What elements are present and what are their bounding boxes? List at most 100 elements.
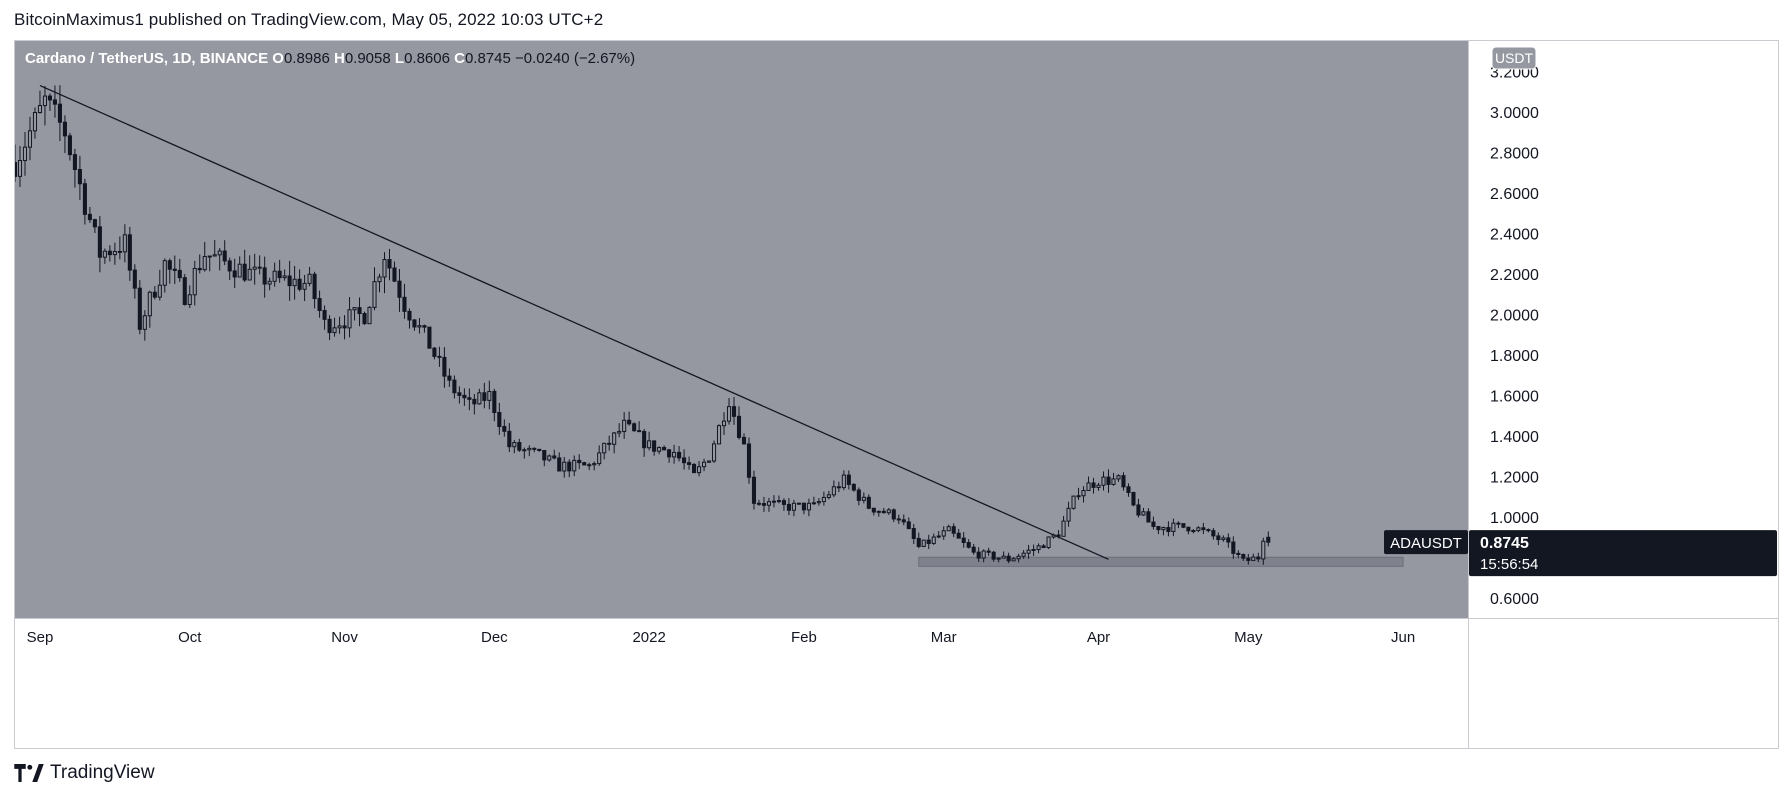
- candle[interactable]: [617, 423, 622, 438]
- candle[interactable]: [811, 496, 816, 505]
- candle[interactable]: [82, 178, 87, 225]
- candle[interactable]: [222, 240, 227, 266]
- candle[interactable]: [527, 445, 532, 457]
- candle[interactable]: [836, 481, 841, 493]
- candle[interactable]: [347, 297, 352, 338]
- candle[interactable]: [15, 144, 18, 183]
- candle[interactable]: [482, 382, 487, 409]
- candle[interactable]: [242, 249, 247, 283]
- candle[interactable]: [1116, 474, 1121, 482]
- candle[interactable]: [172, 255, 177, 285]
- candle[interactable]: [142, 310, 147, 341]
- candle[interactable]: [237, 256, 242, 278]
- candle[interactable]: [1126, 483, 1131, 497]
- candle[interactable]: [102, 248, 107, 264]
- candle[interactable]: [1246, 553, 1251, 565]
- candle[interactable]: [1111, 472, 1116, 486]
- candle[interactable]: [187, 285, 192, 309]
- candle[interactable]: [1236, 550, 1241, 559]
- candle[interactable]: [1081, 486, 1086, 503]
- candle[interactable]: [1016, 553, 1021, 563]
- candle[interactable]: [806, 498, 811, 517]
- candle[interactable]: [312, 271, 317, 309]
- candle[interactable]: [67, 132, 72, 161]
- candle[interactable]: [866, 494, 871, 510]
- candle[interactable]: [741, 433, 747, 445]
- candle[interactable]: [72, 148, 77, 188]
- candle[interactable]: [856, 487, 861, 506]
- candle[interactable]: [357, 297, 362, 327]
- candle[interactable]: [207, 255, 212, 272]
- candle[interactable]: [1141, 507, 1146, 516]
- candle[interactable]: [352, 307, 357, 321]
- candle[interactable]: [861, 492, 866, 504]
- candle[interactable]: [981, 549, 986, 563]
- candle[interactable]: [771, 495, 777, 508]
- candle[interactable]: [946, 524, 951, 532]
- candle[interactable]: [951, 523, 956, 538]
- candle[interactable]: [1036, 543, 1041, 554]
- candle[interactable]: [47, 93, 52, 111]
- candle[interactable]: [202, 241, 207, 272]
- candle[interactable]: [87, 206, 92, 223]
- candle[interactable]: [851, 483, 856, 492]
- candle[interactable]: [577, 454, 582, 470]
- candle[interactable]: [122, 224, 127, 263]
- candle[interactable]: [816, 498, 821, 506]
- candle[interactable]: [1086, 476, 1091, 492]
- candle[interactable]: [751, 470, 757, 510]
- candle[interactable]: [662, 445, 667, 451]
- descending-trendline[interactable]: [39, 84, 1109, 560]
- candle[interactable]: [362, 311, 367, 325]
- candle[interactable]: [996, 557, 1001, 563]
- candle[interactable]: [337, 316, 342, 334]
- candle[interactable]: [1121, 472, 1126, 491]
- candle[interactable]: [62, 115, 67, 154]
- candle[interactable]: [22, 131, 28, 176]
- candle[interactable]: [1156, 525, 1161, 534]
- candle[interactable]: [657, 446, 662, 455]
- candle[interactable]: [881, 507, 886, 514]
- candle[interactable]: [1136, 498, 1141, 518]
- candle[interactable]: [1221, 535, 1226, 542]
- candle[interactable]: [1186, 526, 1191, 535]
- candle[interactable]: [257, 255, 262, 275]
- candle[interactable]: [736, 406, 742, 440]
- candle[interactable]: [162, 258, 167, 293]
- candle[interactable]: [637, 421, 642, 433]
- candle[interactable]: [841, 470, 846, 491]
- candle[interactable]: [152, 286, 157, 300]
- candle[interactable]: [97, 216, 102, 273]
- candle[interactable]: [582, 461, 587, 466]
- candle[interactable]: [1096, 482, 1101, 491]
- candle[interactable]: [766, 497, 772, 512]
- candle[interactable]: [906, 517, 911, 530]
- candle[interactable]: [32, 107, 38, 139]
- candle[interactable]: [177, 258, 182, 282]
- candle[interactable]: [1021, 550, 1026, 559]
- candle[interactable]: [746, 437, 752, 484]
- candle[interactable]: [1181, 523, 1186, 529]
- candle[interactable]: [542, 449, 547, 467]
- candle[interactable]: [711, 440, 717, 463]
- candle[interactable]: [157, 269, 162, 301]
- candle[interactable]: [342, 315, 347, 340]
- candle[interactable]: [1241, 553, 1246, 561]
- candle[interactable]: [492, 388, 497, 422]
- candle[interactable]: [1226, 533, 1231, 548]
- candle[interactable]: [147, 290, 152, 328]
- candle[interactable]: [677, 446, 682, 462]
- candle[interactable]: [77, 155, 82, 201]
- candle[interactable]: [467, 388, 472, 411]
- candle[interactable]: [387, 248, 392, 281]
- candle[interactable]: [821, 491, 826, 506]
- candle[interactable]: [587, 462, 592, 471]
- candle[interactable]: [622, 412, 627, 439]
- candle[interactable]: [1161, 526, 1166, 536]
- candle[interactable]: [427, 326, 432, 349]
- candle[interactable]: [372, 267, 377, 311]
- candle[interactable]: [547, 454, 552, 462]
- candle[interactable]: [1101, 471, 1106, 491]
- candle[interactable]: [437, 346, 442, 367]
- candle[interactable]: [1231, 536, 1236, 559]
